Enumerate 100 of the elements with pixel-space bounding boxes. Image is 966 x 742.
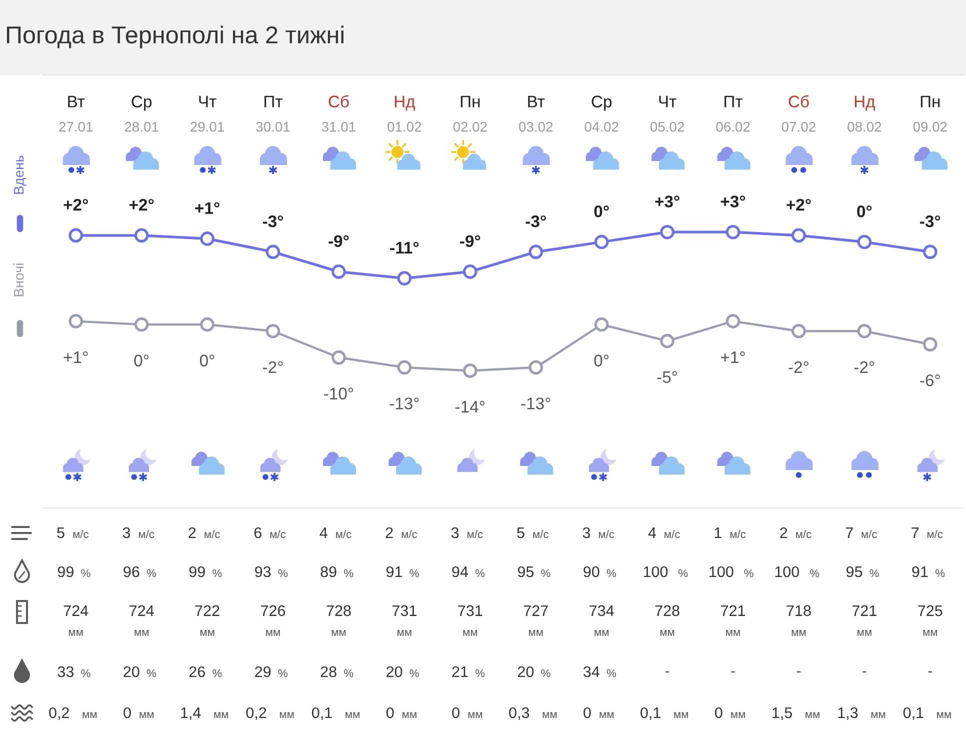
x-tick-label: Сб 07.02 — [782, 95, 816, 132]
data-label: +1° — [195, 202, 220, 214]
category-label: 99% — [58, 566, 90, 578]
data-label: -10° — [324, 388, 354, 400]
category-label: 721 мм — [852, 605, 876, 636]
x-tick-label: Нд 01.02 — [388, 96, 422, 132]
category-label: 731 мм — [392, 605, 416, 636]
category-label: 1,5 мм — [772, 707, 820, 720]
text: Вночі — [14, 264, 24, 296]
data-label: +3° — [655, 196, 680, 208]
x-tick-label: Пт 30.01 — [256, 96, 290, 132]
data-label: 0° — [594, 206, 609, 218]
text: Вдень — [14, 156, 26, 194]
category-label: 3 м/с — [451, 527, 483, 538]
point — [726, 314, 740, 328]
category-label: 727 мм — [524, 605, 548, 636]
category-label: - — [928, 671, 932, 672]
point — [332, 350, 346, 365]
chart-title: Погода в Тернополі на 2 тижні — [6, 26, 344, 48]
category-label: 3 м/с — [582, 527, 614, 538]
category-label: 0,2 мм — [49, 707, 97, 720]
x-tick-label: Чт 29.01 — [190, 96, 224, 132]
category-label: 100% — [710, 566, 754, 578]
category-label: 726 мм — [261, 605, 286, 636]
x-tick-label: Ср 04.02 — [584, 96, 618, 132]
point — [266, 324, 280, 338]
category-label: 90% — [584, 566, 616, 578]
point — [792, 324, 806, 338]
category-label: 0 мм — [124, 707, 154, 718]
point — [528, 244, 544, 260]
category-label: 2 м/с — [780, 527, 812, 538]
data-label: -5° — [657, 371, 678, 383]
data-label: 0° — [857, 206, 872, 218]
category-label: 89% — [320, 566, 354, 578]
data-label: -9° — [328, 235, 349, 248]
data-label: +2° — [786, 198, 811, 211]
category-label: 3 м/с — [122, 527, 154, 538]
category-label: 0,1 мм — [312, 707, 360, 720]
category-label: 1,4 мм — [181, 707, 228, 720]
category-label: 20% — [124, 666, 156, 678]
point — [200, 232, 214, 246]
data-label: 0° — [200, 354, 214, 366]
category-label: 721 мм — [721, 605, 745, 636]
x-tick-label: Нд 08.02 — [848, 96, 882, 132]
point — [134, 317, 149, 332]
category-label: 21% — [452, 666, 485, 678]
data-label: -2° — [854, 361, 874, 373]
x-tick-label: Вт 03.02 — [519, 96, 553, 132]
category-label: 95% — [518, 566, 550, 578]
category-label: 728 мм — [655, 605, 680, 636]
category-label: 722 мм — [195, 605, 220, 636]
category-label: 7 м/с — [846, 527, 877, 538]
data-label: -9° — [460, 235, 480, 248]
data-label: -2° — [263, 361, 283, 373]
category-label: - — [796, 671, 801, 672]
category-label: 94% — [452, 566, 485, 578]
point — [462, 264, 478, 279]
data-label: 0° — [594, 354, 609, 366]
point — [134, 228, 149, 243]
data-label: -3° — [526, 215, 546, 228]
category-label: 4 м/с — [648, 527, 680, 538]
category-label: 100% — [644, 566, 688, 578]
data-label: -13° — [521, 398, 550, 410]
category-label: 734 мм — [590, 605, 614, 636]
point — [528, 360, 544, 375]
category-label: 28% — [320, 666, 354, 678]
data-label: -11° — [390, 242, 419, 254]
category-label: 26% — [189, 666, 222, 678]
data-label: -3° — [262, 215, 284, 228]
category-label: 5 м/с — [517, 527, 548, 538]
category-label: 0,1 мм — [640, 707, 688, 720]
data-label: +3° — [720, 196, 746, 208]
point — [660, 334, 674, 348]
data-label: -13° — [390, 398, 419, 410]
data-label: +2° — [64, 198, 88, 211]
point — [594, 317, 609, 332]
category-label: 91% — [912, 566, 945, 578]
category-label: 0 мм — [584, 707, 614, 718]
point — [726, 224, 740, 240]
category-label: 6 м/с — [254, 527, 286, 538]
x-tick-label: Пн 09.02 — [913, 96, 947, 132]
data-label: +1° — [720, 351, 745, 364]
category-label: 20% — [386, 666, 419, 678]
x-tick-label: Пн 02.02 — [453, 96, 487, 132]
category-label: 0,2 мм — [246, 707, 294, 720]
category-label: - — [665, 671, 670, 672]
point — [397, 271, 412, 286]
point — [857, 234, 872, 250]
category-label: 4 м/с — [320, 527, 352, 538]
x-tick-label: Ср 28.01 — [124, 96, 158, 132]
category-label: 100% — [775, 566, 820, 578]
category-label: 99% — [189, 566, 222, 578]
point — [922, 244, 938, 260]
data-label: +2° — [129, 198, 154, 211]
data-label: -2° — [788, 361, 808, 373]
point — [68, 228, 84, 243]
point — [594, 234, 609, 250]
point — [397, 360, 412, 375]
category-label: 2 м/с — [188, 527, 220, 538]
category-label: - — [731, 671, 735, 672]
